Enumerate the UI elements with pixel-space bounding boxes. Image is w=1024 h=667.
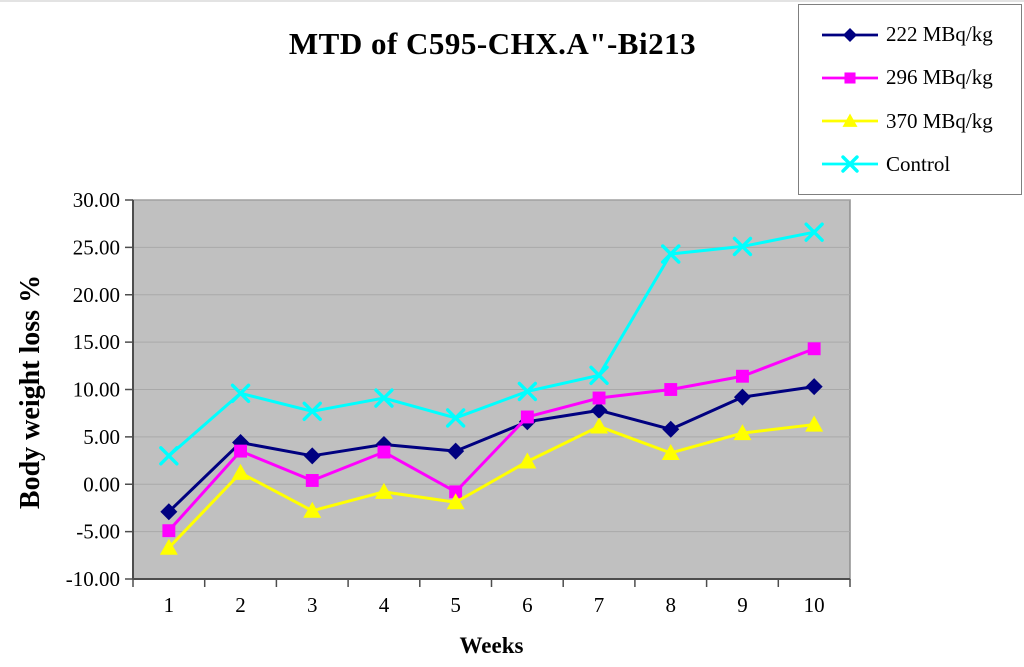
y-tick-label: 20.00 (73, 283, 120, 307)
triangle-marker-icon (822, 113, 878, 127)
square-marker-icon (822, 72, 878, 84)
series-control (159, 222, 824, 466)
x-tick-label: 3 (307, 593, 318, 617)
x-marker-icon (822, 155, 878, 174)
legend-item-control: Control (821, 152, 1021, 177)
x-tick-label: 9 (737, 593, 748, 617)
legend-label: 296 MBq/kg (886, 65, 993, 90)
legend-label: Control (886, 151, 951, 176)
y-tick-label: 30.00 (73, 188, 120, 212)
y-tick-label: 10.00 (73, 378, 120, 402)
legend-label: 370 MBq/kg (886, 108, 993, 133)
y-axis-title: Body weight loss % (15, 274, 46, 510)
y-tick-label: -10.00 (66, 567, 120, 591)
x-axis-title: Weeks (459, 633, 524, 658)
x-tick-label: 10 (804, 593, 825, 617)
series-296-mbq-kg (162, 342, 821, 538)
y-tick-label: 0.00 (83, 472, 120, 496)
series-222-mbq-kg (160, 378, 823, 521)
x-tick-label: 6 (522, 593, 533, 617)
legend-item-296-mbq-kg: 296 MBq/kg (821, 65, 1021, 90)
x-tick-label: 7 (594, 593, 605, 617)
diamond-marker-icon (822, 27, 878, 42)
y-tick-label: 25.00 (73, 235, 120, 259)
y-tick-label: 15.00 (73, 330, 120, 354)
y-tick-label: -5.00 (76, 520, 120, 544)
x-tick-label: 5 (450, 593, 461, 617)
x-tick-label: 2 (235, 593, 246, 617)
series-370-mbq-kg (159, 415, 824, 555)
x-tick-label: 8 (666, 593, 677, 617)
chart-title: MTD of C595-CHX.A"-Bi213 (288, 26, 697, 61)
y-tick-label: 5.00 (83, 425, 120, 449)
legend-item-222-mbq-kg: 222 MBq/kg (821, 22, 1021, 47)
legend-label: 222 MBq/kg (886, 22, 993, 47)
x-tick-label: 4 (379, 593, 390, 617)
legend: 222 MBq/kg 296 MBq/kg 370 MBq/kg Control (798, 4, 1022, 195)
legend-item-370-mbq-kg: 370 MBq/kg (821, 109, 1021, 134)
x-tick-label: 1 (164, 593, 175, 617)
